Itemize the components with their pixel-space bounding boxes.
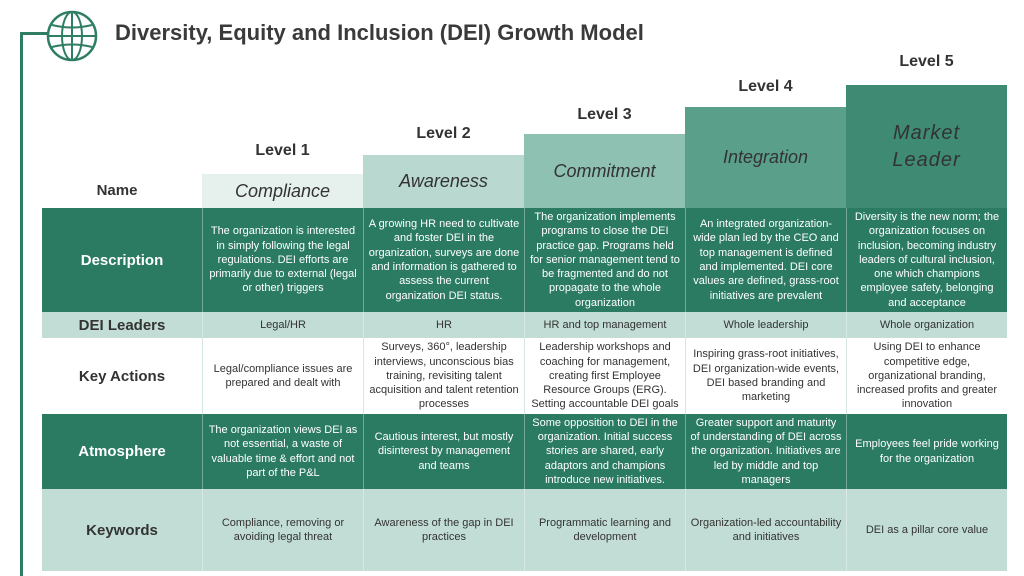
atmosphere-cell-level-3: Some opposition to DEI in the organizati… xyxy=(524,414,685,489)
description-cell-level-1: The organization is interested in simply… xyxy=(202,208,363,312)
level-5-label: Level 5 xyxy=(899,53,954,70)
level-1-step: Compliance xyxy=(202,174,363,208)
atmosphere-cell-level-1: The organization views DEI as not essent… xyxy=(202,414,363,489)
description-cell-level-2: A growing HR need to cultivate and foste… xyxy=(363,208,524,312)
level-2-name: Awareness xyxy=(399,171,488,192)
leaders-cell-level-4: Whole leadership xyxy=(685,312,846,338)
leaders-cell-level-3: HR and top management xyxy=(524,312,685,338)
frame-line-vertical xyxy=(20,32,23,576)
actions-cell-level-3: Leadership workshops and coaching for ma… xyxy=(524,338,685,414)
description-cell-level-5: Diversity is the new norm; the organizat… xyxy=(846,208,1007,312)
row-keywords: Keywords Compliance, removing or avoidin… xyxy=(42,489,1007,571)
level-5-step: Market Leader xyxy=(846,85,1007,208)
leaders-cell-level-5: Whole organization xyxy=(846,312,1007,338)
row-header: Keywords xyxy=(86,521,158,539)
row-dei-leaders: DEI Leaders Legal/HR HR HR and top manag… xyxy=(42,312,1007,338)
level-1-name: Compliance xyxy=(234,180,331,201)
level-2-step: Awareness xyxy=(363,155,524,208)
globe-icon xyxy=(46,10,98,62)
leaders-cell-level-1: Legal/HR xyxy=(202,312,363,338)
level-3-step: Commitment xyxy=(524,134,685,208)
page-title: Diversity, Equity and Inclusion (DEI) Gr… xyxy=(115,20,644,45)
atmosphere-cell-level-4: Greater support and maturity of understa… xyxy=(685,414,846,489)
row-key-actions: Key Actions Legal/compliance issues are … xyxy=(42,338,1007,414)
keywords-cell-level-1: Compliance, removing or avoiding legal t… xyxy=(202,489,363,571)
row-description: Description The organization is interest… xyxy=(42,208,1007,312)
keywords-cell-level-2: Awareness of the gap in DEI practices xyxy=(363,489,524,571)
atmosphere-cell-level-5: Employees feel pride working for the org… xyxy=(846,414,1007,489)
level-1-label: Level 1 xyxy=(255,142,310,159)
row-header: Key Actions xyxy=(78,367,166,385)
leaders-cell-level-2: HR xyxy=(363,312,524,338)
keywords-cell-level-3: Programmatic learning and development xyxy=(524,489,685,571)
row-atmosphere: Atmosphere The organization views DEI as… xyxy=(42,414,1007,489)
level-3-name: Commitment xyxy=(553,160,656,181)
row-name-label: Name xyxy=(96,182,138,199)
description-cell-level-3: The organization implements programs to … xyxy=(524,208,685,312)
actions-cell-level-5: Using DEI to enhance competitive edge, o… xyxy=(846,338,1007,414)
frame-line-horizontal xyxy=(20,32,48,35)
level-2-label: Level 2 xyxy=(416,125,471,142)
keywords-cell-level-4: Organization-led accountability and init… xyxy=(685,489,846,571)
level-4-name: Integration xyxy=(722,147,809,168)
row-header: Description xyxy=(80,251,164,269)
actions-cell-level-4: Inspiring grass-root initiatives, DEI or… xyxy=(685,338,846,414)
level-4-step: Integration xyxy=(685,107,846,208)
actions-cell-level-1: Legal/compliance issues are prepared and… xyxy=(202,338,363,414)
level-5-name-line2: Leader xyxy=(892,148,961,171)
keywords-cell-level-5: DEI as a pillar core value xyxy=(846,489,1007,571)
level-3-label: Level 3 xyxy=(577,106,632,123)
row-header: DEI Leaders xyxy=(78,316,166,334)
level-4-label: Level 4 xyxy=(738,78,793,95)
row-header: Atmosphere xyxy=(78,443,166,460)
level-5-name-line1: Market xyxy=(892,121,961,144)
actions-cell-level-2: Surveys, 360°, leadership interviews, un… xyxy=(363,338,524,414)
description-cell-level-4: An integrated organization-wide plan led… xyxy=(685,208,846,312)
atmosphere-cell-level-2: Cautious interest, but mostly disinteres… xyxy=(363,414,524,489)
